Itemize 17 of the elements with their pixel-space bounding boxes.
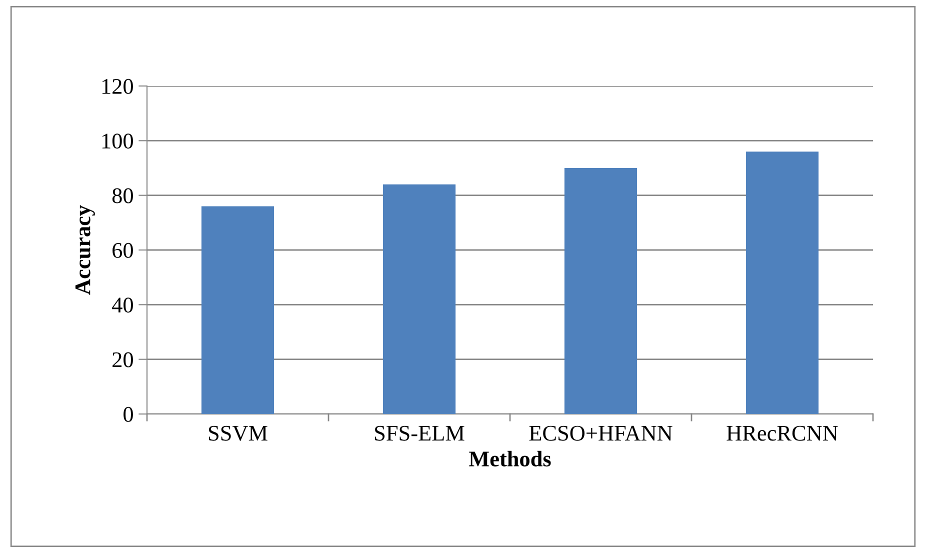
- bar: [201, 206, 274, 414]
- bar: [564, 168, 638, 414]
- x-axis-title: Methods: [469, 450, 551, 466]
- y-tick-label: 120: [102, 78, 133, 94]
- bar: [382, 184, 456, 414]
- y-tick-label: 80: [112, 188, 133, 204]
- x-tick-label: SFS-ELM: [375, 426, 464, 441]
- y-tick-label: 100: [102, 134, 133, 149]
- x-tick-label: ECSO+HFANN: [529, 426, 672, 441]
- x-tick-label: SSVM: [208, 426, 268, 441]
- bar: [746, 152, 819, 414]
- y-tick-label: 20: [112, 352, 133, 368]
- y-tick-label: 40: [112, 298, 133, 313]
- x-tick-label: HRecRCNN: [726, 426, 838, 441]
- y-tick-label: 0: [124, 406, 133, 422]
- y-axis-title: Accuracy: [75, 205, 95, 295]
- y-tick-label: 60: [112, 242, 133, 258]
